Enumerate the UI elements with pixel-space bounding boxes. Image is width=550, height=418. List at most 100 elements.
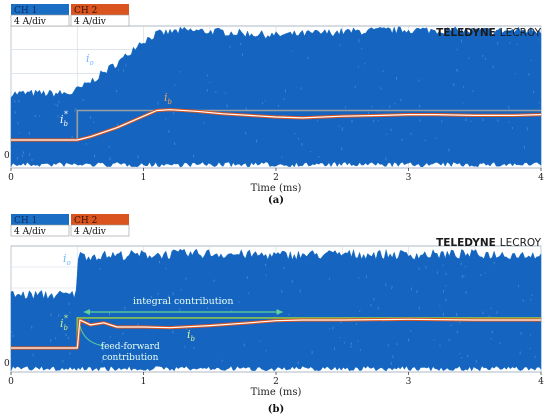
band-ripple	[343, 341, 345, 344]
band-ripple	[288, 313, 290, 316]
band-ripple	[456, 330, 458, 334]
annotation-feedforward-line1: feed-forward	[101, 342, 160, 352]
band-ripple	[485, 57, 487, 60]
band-ripple	[74, 109, 76, 112]
band-ripple	[185, 277, 187, 280]
label-ib-ref: ib*	[60, 110, 69, 128]
legend-scale-label: 4 A/div	[74, 17, 107, 27]
x-tick-label: 4	[538, 173, 544, 183]
x-tick-label: 1	[141, 377, 147, 387]
band-ripple	[248, 292, 250, 294]
band-ripple	[373, 298, 375, 301]
band-ripple	[54, 103, 56, 105]
band-ripple	[391, 288, 393, 290]
band-ripple	[257, 38, 259, 40]
label-io-sub: o	[67, 259, 71, 267]
band-ripple	[499, 342, 501, 344]
band-ripple	[385, 157, 387, 161]
band-ripple	[11, 331, 13, 333]
band-ripple	[158, 260, 160, 264]
brand-bold: TELEDYNE	[436, 27, 496, 39]
band-ripple	[448, 339, 450, 342]
band-ripple	[281, 156, 283, 158]
band-ripple	[283, 267, 285, 270]
legend-channel-label: CH 1	[14, 216, 37, 226]
band-ripple	[354, 85, 356, 89]
integral-arrowhead-right	[276, 309, 283, 315]
band-ripple	[209, 81, 211, 84]
band-ripple	[387, 344, 389, 347]
band-ripple	[467, 354, 469, 358]
band-ripple	[126, 358, 128, 360]
band-ripple	[31, 325, 33, 329]
brand-logo: TELEDYNE LECROY	[436, 27, 542, 39]
band-ripple	[31, 158, 33, 161]
band-ripple	[220, 298, 222, 302]
band-ripple	[245, 107, 247, 110]
legend-scale-label: 4 A/div	[74, 227, 107, 237]
band-ripple	[341, 147, 343, 151]
band-ripple	[456, 48, 458, 51]
label-io-sub: o	[90, 59, 94, 67]
band-ripple	[418, 79, 420, 82]
band-ripple	[410, 329, 412, 332]
band-ripple	[534, 355, 536, 358]
panel-caption: (a)	[268, 195, 284, 206]
band-ripple	[180, 289, 182, 291]
band-ripple	[230, 310, 232, 313]
band-ripple	[115, 90, 117, 93]
band-ripple	[389, 105, 391, 109]
band-ripple	[472, 90, 474, 93]
band-ripple	[357, 340, 359, 342]
brand-light: LECROY	[500, 237, 542, 249]
band-ripple	[530, 60, 532, 62]
band-ripple	[82, 99, 84, 101]
band-ripple	[215, 91, 217, 93]
band-ripple	[368, 111, 370, 114]
band-ripple	[386, 133, 388, 135]
band-ripple	[448, 148, 450, 152]
band-ripple	[165, 118, 167, 120]
band-ripple	[57, 115, 59, 118]
band-ripple	[75, 108, 77, 111]
band-ripple	[401, 138, 403, 141]
band-ripple	[529, 347, 531, 350]
band-ripple	[456, 69, 458, 72]
band-ripple	[456, 313, 458, 317]
band-ripple	[34, 114, 36, 118]
band-ripple	[65, 333, 67, 336]
band-ripple	[538, 102, 540, 104]
band-ripple	[17, 122, 19, 125]
band-ripple	[101, 359, 103, 363]
band-ripple	[511, 127, 513, 130]
band-ripple	[168, 295, 170, 298]
band-ripple	[21, 154, 23, 157]
band-ripple	[224, 92, 226, 94]
band-ripple	[355, 323, 357, 326]
legend-channel-box	[71, 214, 129, 225]
band-ripple	[246, 276, 248, 279]
annotation-feedforward-line2: contribution	[102, 353, 159, 363]
band-ripple	[221, 359, 223, 362]
band-ripple	[137, 155, 139, 159]
band-ripple	[339, 44, 341, 47]
band-ripple	[206, 89, 208, 92]
band-ripple	[396, 343, 398, 345]
band-ripple	[85, 143, 87, 145]
band-ripple	[265, 263, 267, 267]
band-ripple	[297, 361, 299, 365]
band-ripple	[14, 111, 16, 114]
label-ib-ref-main: i	[60, 317, 64, 330]
band-ripple	[58, 101, 60, 104]
band-ripple	[350, 345, 352, 348]
band-ripple	[264, 100, 266, 102]
band-ripple	[22, 151, 24, 154]
band-ripple	[172, 292, 174, 296]
band-ripple	[516, 43, 518, 46]
band-ripple	[89, 116, 91, 119]
